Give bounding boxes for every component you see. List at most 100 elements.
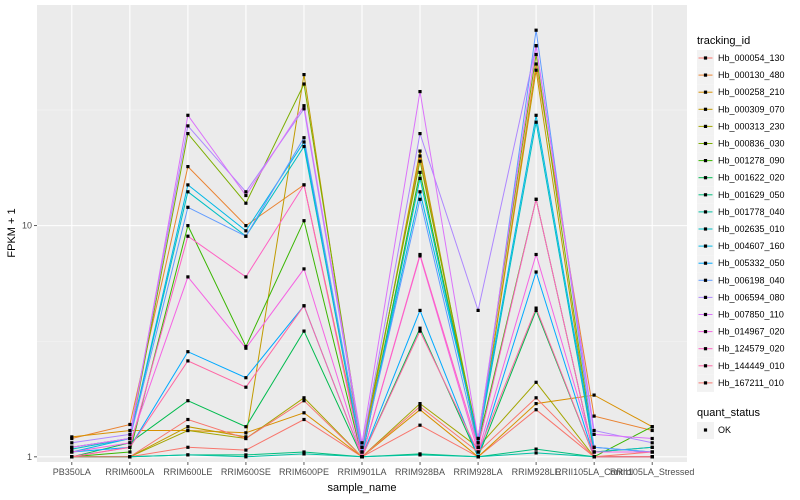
data-point — [476, 436, 480, 441]
data-point — [186, 183, 190, 187]
data-point — [476, 308, 480, 312]
x-tick-label: RRIM600LA — [105, 467, 154, 477]
legend-key-point — [703, 90, 708, 94]
data-point — [534, 197, 538, 201]
data-point — [534, 396, 538, 400]
data-point — [534, 380, 538, 384]
legend-label: Hb_000313_230 — [718, 121, 785, 131]
legend-label: Hb_000258_210 — [718, 87, 785, 97]
data-point — [534, 68, 538, 72]
data-point — [360, 450, 364, 454]
data-point — [418, 190, 422, 194]
legend-key-point — [703, 261, 708, 265]
legend-item: Hb_001629_050 — [697, 186, 785, 204]
data-point — [244, 275, 248, 279]
legend-label: Hb_167211_010 — [718, 378, 784, 388]
y-tick-label: 10 — [22, 221, 32, 231]
legend-label: Hb_000309_070 — [718, 104, 785, 114]
data-point — [302, 411, 306, 415]
data-point — [302, 136, 306, 140]
data-point — [418, 176, 422, 180]
x-tick-label: RRIM600SE — [221, 467, 271, 477]
data-point — [534, 402, 538, 406]
data-point — [244, 376, 248, 380]
data-point — [592, 455, 596, 459]
data-point — [650, 436, 654, 441]
data-point — [302, 82, 306, 86]
data-point — [302, 219, 306, 223]
data-point — [418, 170, 422, 174]
legend-key-point — [703, 278, 708, 282]
x-axis-title: sample_name — [327, 482, 396, 494]
data-point — [534, 451, 538, 455]
data-point — [418, 405, 422, 409]
x-tick-label: RRIM600PE — [279, 467, 329, 477]
x-tick-label: RRIM928LA — [454, 467, 503, 477]
legend-key-point — [703, 381, 708, 385]
data-point — [186, 417, 190, 422]
data-point — [244, 234, 248, 238]
data-point — [418, 308, 422, 312]
data-point — [418, 408, 422, 412]
legend-key-point — [703, 124, 708, 128]
legend-item: Hb_001622_020 — [697, 169, 785, 187]
data-point — [418, 453, 422, 457]
data-point — [592, 393, 596, 397]
data-point — [244, 436, 248, 441]
data-point — [302, 267, 306, 271]
data-point — [302, 450, 306, 454]
data-point — [186, 234, 190, 238]
legend-item: Hb_001778_040 — [697, 203, 785, 221]
data-point — [186, 453, 190, 457]
data-point — [534, 120, 538, 124]
data-point — [128, 436, 132, 441]
data-point — [70, 450, 74, 454]
legend-key-point — [703, 210, 708, 214]
x-tick-label: RRIM901LA — [337, 467, 386, 477]
data-point — [302, 73, 306, 77]
data-point — [476, 441, 480, 445]
y-axis-ticks: 1 10 — [22, 221, 37, 462]
data-point — [534, 447, 538, 451]
legend-key-point — [703, 364, 708, 368]
legend-label: Hb_001629_050 — [718, 190, 785, 200]
legend-key-point — [703, 330, 708, 334]
legend-item: Hb_000054_130 — [697, 50, 785, 67]
data-point — [70, 445, 74, 449]
data-point — [128, 428, 132, 433]
legend-item: Hb_002635_010 — [697, 221, 785, 238]
legend: tracking_id Hb_000054_130Hb_000130_480Hb… — [697, 35, 785, 439]
data-point — [70, 441, 74, 445]
data-point — [418, 90, 422, 94]
legend-label: Hb_005332_050 — [718, 258, 785, 268]
legend-item: Hb_000309_070 — [697, 101, 785, 119]
legend-item: Hb_014967_020 — [697, 323, 785, 341]
data-point — [302, 329, 306, 333]
data-point — [302, 140, 306, 144]
data-point — [186, 224, 190, 228]
legend-item: Hb_144449_010 — [697, 357, 785, 375]
data-point — [302, 304, 306, 308]
data-point — [302, 417, 306, 422]
data-point — [360, 441, 364, 445]
data-point — [592, 432, 596, 436]
legend-item: Hb_004607_160 — [697, 238, 785, 256]
data-point — [302, 183, 306, 187]
data-point — [650, 428, 654, 433]
data-point — [70, 455, 74, 459]
data-point — [244, 346, 248, 350]
data-point — [418, 149, 422, 153]
x-tick-label: RRIM928BA — [395, 467, 445, 477]
data-point — [244, 344, 248, 349]
x-tick-label: RRIM600LE — [163, 467, 212, 477]
y-tick-label: 1 — [27, 452, 32, 462]
legend-key-point — [703, 107, 708, 111]
data-point — [418, 154, 422, 158]
data-point — [244, 431, 248, 435]
data-point — [244, 190, 248, 194]
data-point — [244, 229, 248, 233]
legend-item: Hb_005332_050 — [697, 255, 785, 273]
legend-item: Hb_001278_090 — [697, 152, 785, 170]
legend-label: Hb_001622_020 — [718, 173, 785, 183]
legend-key-point — [703, 347, 708, 351]
